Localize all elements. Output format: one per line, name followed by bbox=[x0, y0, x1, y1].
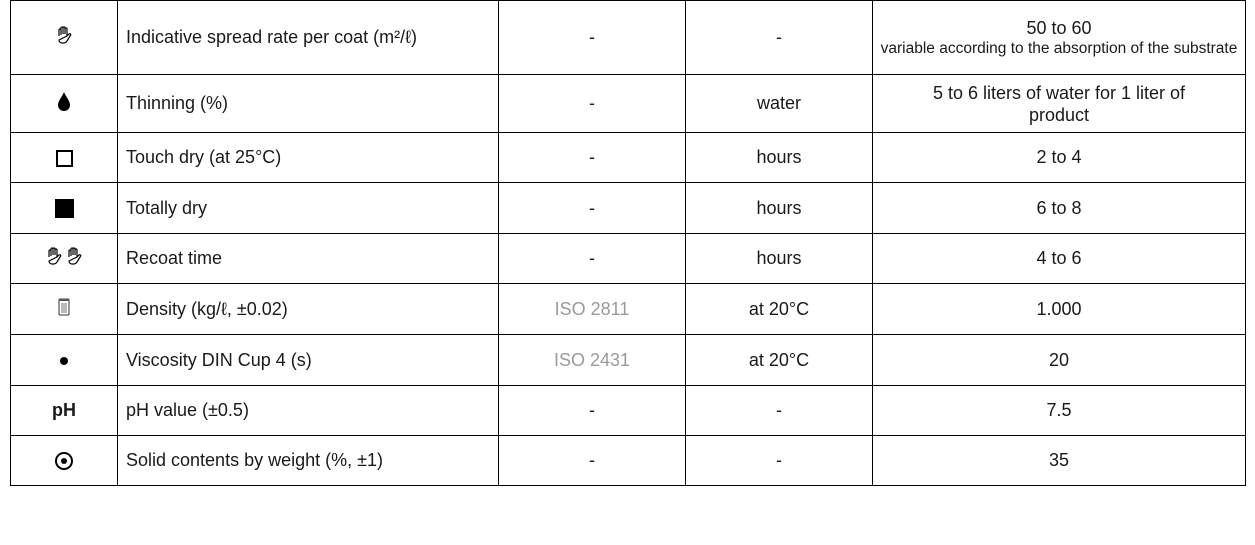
table-row: Thinning (%) - water 5 to 6 liters of wa… bbox=[10, 74, 1246, 133]
table-row: Indicative spread rate per coat (m²/ℓ) -… bbox=[10, 0, 1246, 75]
standard-ref: ISO 2431 bbox=[498, 334, 686, 386]
property-name: Touch dry (at 25°C) bbox=[117, 132, 499, 183]
target-icon bbox=[55, 452, 73, 471]
property-name: Recoat time bbox=[117, 233, 499, 284]
table-row: Solid contents by weight (%, ±1) - - 35 bbox=[10, 435, 1246, 486]
value-main: 50 to 60 bbox=[1026, 17, 1092, 38]
row-icon-cell: pH bbox=[10, 385, 118, 436]
standard-ref: - bbox=[498, 74, 686, 133]
technical-data-table: Indicative spread rate per coat (m²/ℓ) -… bbox=[10, 0, 1246, 486]
value-cell: 7.5 bbox=[872, 385, 1246, 436]
property-name: Totally dry bbox=[117, 182, 499, 234]
property-name: Density (kg/ℓ, ±0.02) bbox=[117, 283, 499, 335]
unit-cell: - bbox=[685, 0, 873, 75]
table-row: pH pH value (±0.5) - - 7.5 bbox=[10, 385, 1246, 436]
standard-ref: ISO 2811 bbox=[498, 283, 686, 335]
canister-icon bbox=[58, 298, 70, 320]
filled-square-icon bbox=[54, 199, 74, 219]
row-icon-cell bbox=[10, 283, 118, 335]
row-icon-cell bbox=[10, 233, 118, 284]
property-name: Indicative spread rate per coat (m²/ℓ) bbox=[117, 0, 499, 75]
value-cell: 20 bbox=[872, 334, 1246, 386]
value-cell: 4 to 6 bbox=[872, 233, 1246, 284]
row-icon-cell bbox=[10, 435, 118, 486]
standard-ref: - bbox=[498, 385, 686, 436]
row-icon-cell bbox=[10, 0, 118, 75]
unit-cell: at 20°C bbox=[685, 334, 873, 386]
unit-cell: hours bbox=[685, 182, 873, 234]
drop-icon bbox=[57, 92, 71, 115]
table-row: Recoat time - hours 4 to 6 bbox=[10, 233, 1246, 284]
unit-cell: hours bbox=[685, 233, 873, 284]
table-row: Totally dry - hours 6 to 8 bbox=[10, 182, 1246, 234]
value-cell: 6 to 8 bbox=[872, 182, 1246, 234]
value-cell: 5 to 6 liters of water for 1 liter of pr… bbox=[872, 74, 1246, 133]
dot-icon bbox=[60, 356, 68, 365]
standard-ref: - bbox=[498, 182, 686, 234]
property-name: Solid contents by weight (%, ±1) bbox=[117, 435, 499, 486]
row-icon-cell bbox=[10, 334, 118, 386]
unit-cell: hours bbox=[685, 132, 873, 183]
property-name: pH value (±0.5) bbox=[117, 385, 499, 436]
empty-square-icon bbox=[55, 149, 73, 167]
row-icon-cell bbox=[10, 132, 118, 183]
unit-cell: at 20°C bbox=[685, 283, 873, 335]
row-icon-cell bbox=[10, 182, 118, 234]
ph-icon: pH bbox=[52, 400, 76, 420]
standard-ref: - bbox=[498, 435, 686, 486]
double-hand-icon bbox=[44, 247, 84, 270]
value-cell: 1.000 bbox=[872, 283, 1246, 335]
value-cell: 2 to 4 bbox=[872, 132, 1246, 183]
row-icon-cell bbox=[10, 74, 118, 133]
table-row: Viscosity DIN Cup 4 (s) ISO 2431 at 20°C… bbox=[10, 334, 1246, 386]
unit-cell: - bbox=[685, 435, 873, 486]
value-cell: 35 bbox=[872, 435, 1246, 486]
standard-ref: - bbox=[498, 233, 686, 284]
value-note: variable according to the absorption of … bbox=[880, 39, 1238, 57]
table-row: Density (kg/ℓ, ±0.02) ISO 2811 at 20°C 1… bbox=[10, 283, 1246, 335]
value-main: 5 to 6 liters of water for 1 liter of pr… bbox=[932, 82, 1186, 125]
unit-cell: - bbox=[685, 385, 873, 436]
property-name: Thinning (%) bbox=[117, 74, 499, 133]
hand-icon bbox=[54, 26, 74, 49]
standard-ref: - bbox=[498, 0, 686, 75]
table-row: Touch dry (at 25°C) - hours 2 to 4 bbox=[10, 132, 1246, 183]
unit-cell: water bbox=[685, 74, 873, 133]
property-name: Viscosity DIN Cup 4 (s) bbox=[117, 334, 499, 386]
value-cell: 50 to 60 variable according to the absor… bbox=[872, 0, 1246, 75]
standard-ref: - bbox=[498, 132, 686, 183]
